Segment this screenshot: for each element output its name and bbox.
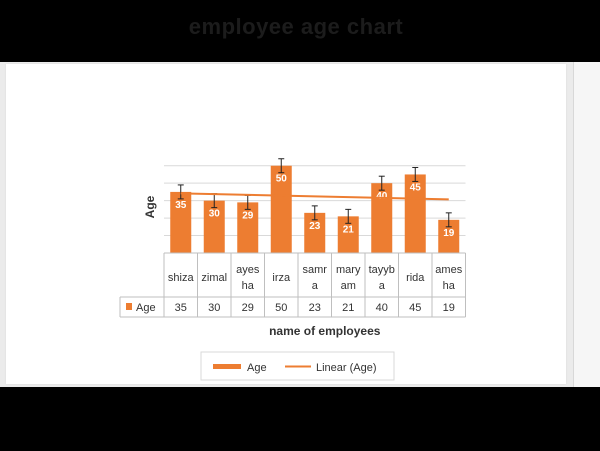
- spreadsheet-edge: [573, 62, 600, 387]
- table-value: 23: [309, 302, 321, 314]
- category-label: zimal: [201, 272, 227, 284]
- legend-entry-age: Age: [247, 362, 267, 374]
- table-value: 29: [242, 302, 254, 314]
- trendline: [180, 192, 449, 201]
- category-label: mary: [336, 264, 361, 276]
- category-label: samr: [303, 264, 328, 276]
- table-value: 21: [342, 302, 354, 314]
- category-label: ha: [443, 280, 456, 292]
- category-label: ames: [435, 264, 462, 276]
- chart-area-background: [0, 62, 600, 387]
- data-label: 35: [175, 200, 187, 211]
- bar-maryam: [337, 216, 359, 253]
- category-label: tayyb: [369, 264, 395, 276]
- x-axis-label: name of employees: [269, 324, 381, 338]
- category-label: a: [312, 280, 319, 292]
- y-axis-label: Age: [143, 195, 157, 218]
- table-value: 30: [208, 302, 220, 314]
- bar-rida: [404, 174, 426, 253]
- top-letterbox: [0, 0, 600, 62]
- category-label: ayes: [236, 264, 260, 276]
- bottom-letterbox: [0, 387, 600, 451]
- data-label: 45: [410, 182, 422, 193]
- table-legend-key: [126, 303, 132, 310]
- bar-tayyba: [371, 183, 393, 253]
- bar-shiza: [170, 191, 192, 253]
- category-label: shiza: [168, 272, 195, 284]
- legend-swatch-age: [213, 364, 241, 369]
- bar-zimal: [203, 200, 225, 253]
- legend-entry-trendline: Linear (Age): [316, 362, 377, 374]
- table-value: 19: [443, 302, 455, 314]
- category-label: a: [379, 280, 386, 292]
- table-value: 50: [275, 302, 287, 314]
- category-label: rida: [406, 272, 425, 284]
- data-label: 21: [343, 224, 355, 235]
- data-label: 50: [276, 174, 288, 185]
- table-series-name: Age: [136, 302, 156, 314]
- data-label: 29: [242, 210, 254, 221]
- data-label: 19: [443, 228, 455, 239]
- data-label: 23: [309, 221, 321, 232]
- bar-irza: [270, 165, 292, 253]
- category-label: am: [341, 280, 356, 292]
- data-label: 30: [209, 209, 221, 220]
- bar-ayesha: [237, 202, 259, 253]
- table-value: 35: [175, 302, 187, 314]
- chart-title: employee age chart: [188, 14, 404, 39]
- data-label: 40: [376, 191, 388, 202]
- category-label: ha: [242, 280, 255, 292]
- table-value: 45: [409, 302, 421, 314]
- table-value: 40: [376, 302, 388, 314]
- chart-svg: Age 35 30 29 50 23 21 40 45 19 shiza 35 zimal 30 ayes h…: [119, 158, 466, 381]
- bar-ameesha: [438, 219, 460, 253]
- bar-samra: [304, 212, 326, 253]
- category-label: irza: [272, 272, 291, 284]
